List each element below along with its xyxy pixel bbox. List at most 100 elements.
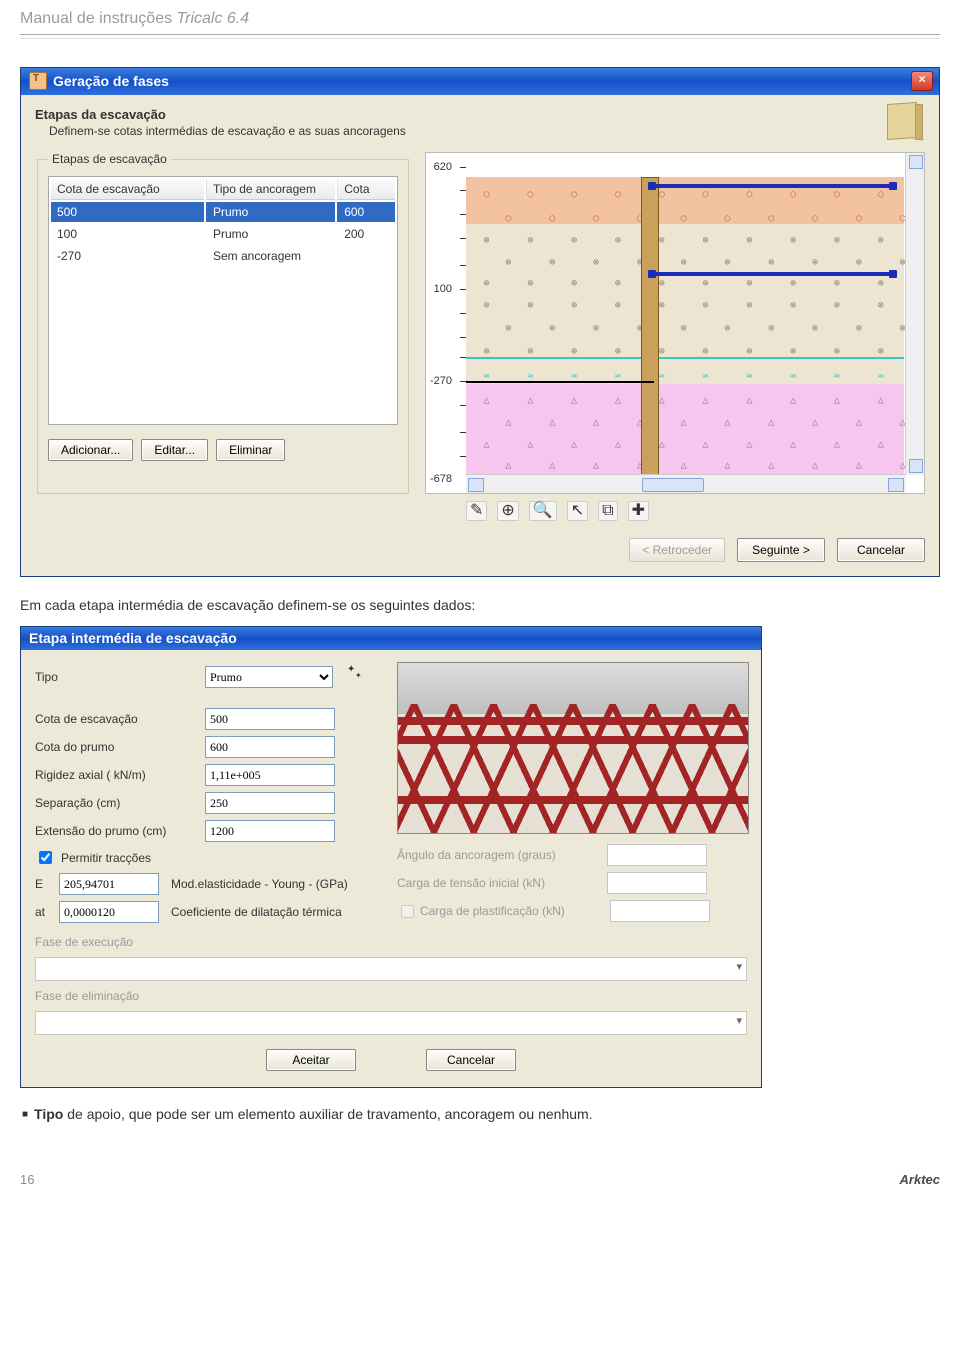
permitir-traccoes-check[interactable] <box>39 851 52 864</box>
table-row[interactable]: 500Prumo600 <box>51 202 395 222</box>
y-tick <box>460 405 466 406</box>
y-tick <box>460 167 466 168</box>
soil-symbol: ⊗ <box>484 346 490 357</box>
at-label: at <box>35 905 59 919</box>
scrollbar-horizontal[interactable] <box>466 474 906 493</box>
col-cota-escavacao[interactable]: Cota de escavação <box>51 179 204 200</box>
rigidez-input[interactable] <box>205 764 335 786</box>
accept-button[interactable]: Aceitar <box>266 1049 356 1071</box>
col-tipo-ancoragem[interactable]: Tipo de ancoragem <box>206 179 335 200</box>
soil-symbol: ⊗ <box>790 278 796 289</box>
delete-button[interactable]: Eliminar <box>216 439 285 461</box>
y-tick <box>460 337 466 338</box>
dialog-title: Geração de fases <box>53 73 169 89</box>
soil-symbol: ⊗ <box>746 300 752 311</box>
soil-symbol: ⊗ <box>834 346 840 357</box>
header-divider <box>20 34 940 39</box>
tipo-select[interactable]: Prumo <box>205 666 333 688</box>
carga-plast-check <box>401 905 414 918</box>
soil-canvas: ○○○○○○○○○○○○○○○○○○○○⊗⊗⊗⊗⊗⊗⊗⊗⊗⊗⊗⊗⊗⊗⊗⊗⊗⊗⊗⊗… <box>466 153 904 493</box>
soil-symbol: ○ <box>549 213 555 224</box>
soil-symbol: ≈ <box>790 371 796 382</box>
col-cota[interactable]: Cota <box>337 179 395 200</box>
soil-symbol: △ <box>834 395 840 406</box>
soil-symbol: △ <box>878 395 884 406</box>
titlebar-2[interactable]: Etapa intermédia de escavação <box>21 627 761 650</box>
cota-escavacao-input[interactable] <box>205 708 335 730</box>
tool-icon[interactable]: ✎ <box>466 501 487 521</box>
separacao-input[interactable] <box>205 792 335 814</box>
table-header-row: Cota de escavação Tipo de ancoragem Cota <box>51 179 395 200</box>
cancel-button[interactable]: Cancelar <box>837 538 925 562</box>
scroll-thumb[interactable] <box>642 478 704 492</box>
anchor-bar <box>650 272 895 276</box>
titlebar[interactable]: Geração de fases × <box>21 68 939 95</box>
soil-symbol: ⊗ <box>527 278 533 289</box>
scrollbar-vertical[interactable] <box>905 153 924 475</box>
soil-symbol: ⊗ <box>746 346 752 357</box>
table-row[interactable]: 100Prumo200 <box>51 224 395 244</box>
soil-symbol: ⊗ <box>659 300 665 311</box>
soil-symbol: ⊗ <box>703 346 709 357</box>
angulo-input <box>607 844 707 866</box>
cota-prumo-input[interactable] <box>205 736 335 758</box>
soil-symbol: △ <box>527 395 533 406</box>
soil-symbol: ○ <box>571 189 577 200</box>
app-icon <box>29 72 47 90</box>
soil-symbol: △ <box>549 417 555 428</box>
soil-symbol: △ <box>768 417 774 428</box>
E-input[interactable] <box>59 873 159 895</box>
y-tick <box>460 289 466 290</box>
soil-symbol: ⊗ <box>615 300 621 311</box>
soil-symbol: ⊗ <box>703 235 709 246</box>
cancel-button-2[interactable]: Cancelar <box>426 1049 516 1071</box>
at-input[interactable] <box>59 901 159 923</box>
scroll-left-icon[interactable] <box>468 478 484 492</box>
close-icon[interactable]: × <box>911 71 933 91</box>
extensao-input[interactable] <box>205 820 335 842</box>
cota-prumo-label: Cota do prumo <box>35 740 205 754</box>
soil-symbol: △ <box>768 460 774 471</box>
tool-icon[interactable]: ✚ <box>628 501 649 521</box>
edit-button[interactable]: Editar... <box>141 439 208 461</box>
soil-symbol: △ <box>527 439 533 450</box>
soil-symbol: ⊗ <box>659 346 665 357</box>
wand-icon[interactable] <box>347 667 367 687</box>
tool-icon[interactable]: ⧉ <box>598 501 617 521</box>
soil-symbol: △ <box>834 439 840 450</box>
y-tick <box>460 214 466 215</box>
soil-symbol: △ <box>703 395 709 406</box>
soil-symbol: ⊗ <box>484 278 490 289</box>
soil-symbol: ⊗ <box>527 235 533 246</box>
table-row[interactable]: -270Sem ancoragem <box>51 246 395 266</box>
soil-symbol: ⊗ <box>703 278 709 289</box>
phase-3d-icon <box>881 101 925 145</box>
stages-table[interactable]: Cota de escavação Tipo de ancoragem Cota… <box>48 176 398 425</box>
soil-symbol: ○ <box>527 189 533 200</box>
tool-icon[interactable]: ⊕ <box>497 501 518 521</box>
y-axis-label: -270 <box>430 375 452 387</box>
y-tick <box>460 456 466 457</box>
scroll-right-icon[interactable] <box>888 478 904 492</box>
fase-exec-select <box>35 957 747 981</box>
tool-icon[interactable]: 🔍 <box>529 501 557 521</box>
soil-symbol: ○ <box>878 189 884 200</box>
rigidez-label: Rigidez axial ( kN/m) <box>35 768 205 782</box>
soil-symbol: ⊗ <box>659 235 665 246</box>
soil-symbol: ⊗ <box>790 346 796 357</box>
E-desc: Mod.elasticidade - Young - (GPa) <box>171 877 348 891</box>
tipo-label: Tipo <box>35 670 205 684</box>
soil-symbol: ○ <box>746 189 752 200</box>
soil-symbol: ⊗ <box>856 323 862 334</box>
next-button[interactable]: Seguinte > <box>737 538 825 562</box>
carga-inicial-label: Carga de tensão inicial (kN) <box>397 876 607 890</box>
tool-icon[interactable]: ↖ <box>567 501 588 521</box>
soil-symbol: △ <box>615 439 621 450</box>
soil-symbol: ≈ <box>834 371 840 382</box>
soil-symbol: ≈ <box>878 371 884 382</box>
add-button[interactable]: Adicionar... <box>48 439 133 461</box>
construction-photo <box>397 662 749 834</box>
soil-symbol: ⊗ <box>571 278 577 289</box>
soil-symbol: ⊗ <box>834 235 840 246</box>
soil-symbol: △ <box>856 460 862 471</box>
